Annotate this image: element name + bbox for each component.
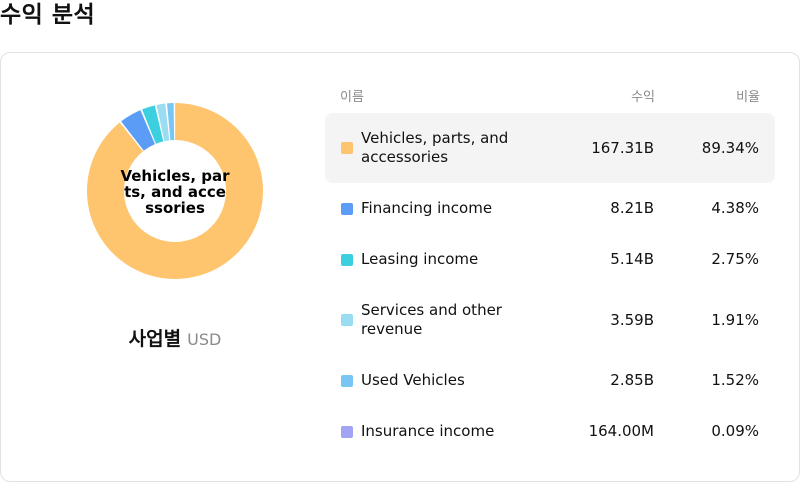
donut-slice[interactable] — [175, 103, 176, 141]
header-name: 이름 — [340, 90, 364, 105]
donut-slice[interactable] — [167, 103, 175, 141]
donut-slice[interactable] — [156, 103, 170, 142]
legend-swatch — [341, 375, 353, 387]
row-name: Financing income — [361, 199, 493, 217]
donut-center: Vehicles, parts, and accessories — [120, 162, 230, 222]
row-name: Services and other revenue — [361, 301, 502, 338]
currency-unit: USD — [187, 330, 222, 349]
row-revenue: 3.59B — [610, 311, 654, 329]
donut-slice[interactable] — [121, 110, 155, 151]
table-header: 이름 수익 비율 — [340, 86, 760, 106]
row-name: Used Vehicles — [361, 371, 465, 389]
page-title: 수익 분석 — [0, 2, 96, 28]
header-revenue: 수익 — [631, 90, 655, 105]
donut-center-label: Vehicles, parts, and accessories — [120, 167, 230, 217]
table-row[interactable]: Used Vehicles 2.85B 1.52% — [325, 355, 775, 406]
row-revenue: 164.00M — [588, 422, 654, 440]
row-revenue: 8.21B — [610, 199, 654, 217]
row-ratio: 2.75% — [711, 250, 759, 268]
row-ratio: 1.52% — [711, 371, 759, 389]
legend-swatch — [341, 142, 353, 154]
donut-slice[interactable] — [142, 105, 164, 144]
donut-slice[interactable] — [86, 103, 263, 279]
table-row[interactable]: Leasing income 5.14B 2.75% — [325, 234, 775, 285]
table-row[interactable]: Insurance income 164.00M 0.09% — [325, 406, 775, 457]
segment-caption: 사업별 USD — [0, 324, 350, 351]
row-name: Insurance income — [361, 422, 495, 440]
legend-swatch — [341, 203, 353, 215]
row-revenue: 2.85B — [610, 371, 654, 389]
row-ratio: 0.09% — [711, 422, 759, 440]
row-revenue: 167.31B — [591, 139, 654, 157]
table-row[interactable]: Vehicles, parts, and accessories 167.31B… — [325, 113, 775, 183]
donut-chart: Vehicles, parts, and accessories — [86, 102, 264, 280]
row-ratio: 89.34% — [701, 139, 759, 157]
donut-svg — [86, 103, 263, 279]
row-name: Leasing income — [361, 250, 479, 268]
table-row[interactable]: Services and other revenue 3.59B 1.91% — [325, 285, 775, 355]
row-ratio: 4.38% — [711, 199, 759, 217]
segment-title: 사업별 — [128, 328, 182, 350]
row-ratio: 1.91% — [711, 311, 759, 329]
legend-swatch — [341, 254, 353, 266]
legend-swatch — [341, 426, 353, 438]
row-name: Vehicles, parts, and accessories — [361, 129, 509, 166]
legend-swatch — [341, 314, 353, 326]
header-ratio: 비율 — [736, 90, 760, 105]
row-revenue: 5.14B — [610, 250, 654, 268]
table-row[interactable]: Financing income 8.21B 4.38% — [325, 183, 775, 234]
